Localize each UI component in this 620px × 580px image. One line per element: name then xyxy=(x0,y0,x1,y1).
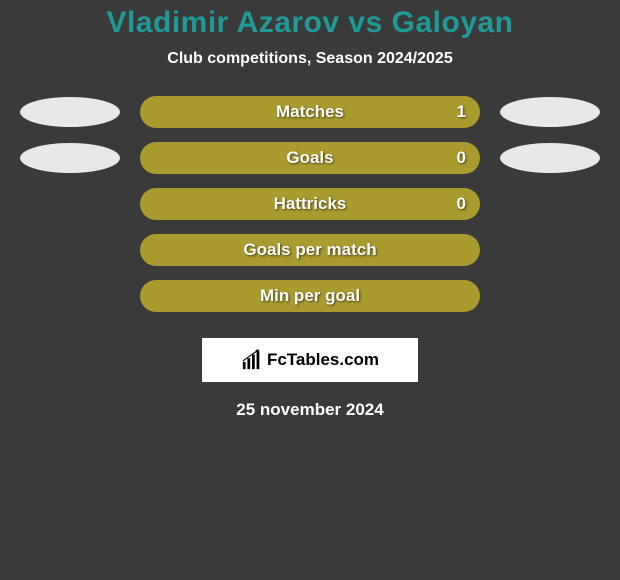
stat-label: Goals xyxy=(286,148,333,168)
right-ellipse xyxy=(500,143,600,173)
date-text: 25 november 2024 xyxy=(0,400,620,420)
stat-row: Matches 1 xyxy=(10,96,610,128)
stat-value: 1 xyxy=(457,102,466,122)
page-title: Vladimir Azarov vs Galoyan xyxy=(0,6,620,40)
stat-row: Min per goal xyxy=(10,280,610,312)
stat-bar: Goals per match xyxy=(140,234,480,266)
right-ellipse xyxy=(500,97,600,127)
stat-bar: Goals 0 xyxy=(140,142,480,174)
stat-label: Min per goal xyxy=(260,286,360,306)
stat-row: Goals 0 xyxy=(10,142,610,174)
stat-label: Matches xyxy=(276,102,344,122)
stat-bar: Hattricks 0 xyxy=(140,188,480,220)
logo-text: FcTables.com xyxy=(267,350,379,370)
comparison-widget: Vladimir Azarov vs Galoyan Club competit… xyxy=(0,0,620,420)
left-ellipse xyxy=(20,143,120,173)
left-ellipse xyxy=(20,97,120,127)
stat-row: Goals per match xyxy=(10,234,610,266)
stat-value: 0 xyxy=(457,148,466,168)
bar-chart-icon xyxy=(241,349,263,371)
stats-list: Matches 1 Goals 0 Hattricks 0 Goals per match M… xyxy=(0,96,620,312)
stat-row: Hattricks 0 xyxy=(10,188,610,220)
stat-label: Hattricks xyxy=(274,194,347,214)
subtitle: Club competitions, Season 2024/2025 xyxy=(0,50,620,68)
stat-label: Goals per match xyxy=(243,240,376,260)
stat-bar: Matches 1 xyxy=(140,96,480,128)
stat-bar: Min per goal xyxy=(140,280,480,312)
stat-value: 0 xyxy=(457,194,466,214)
logo-box: FcTables.com xyxy=(202,338,418,382)
